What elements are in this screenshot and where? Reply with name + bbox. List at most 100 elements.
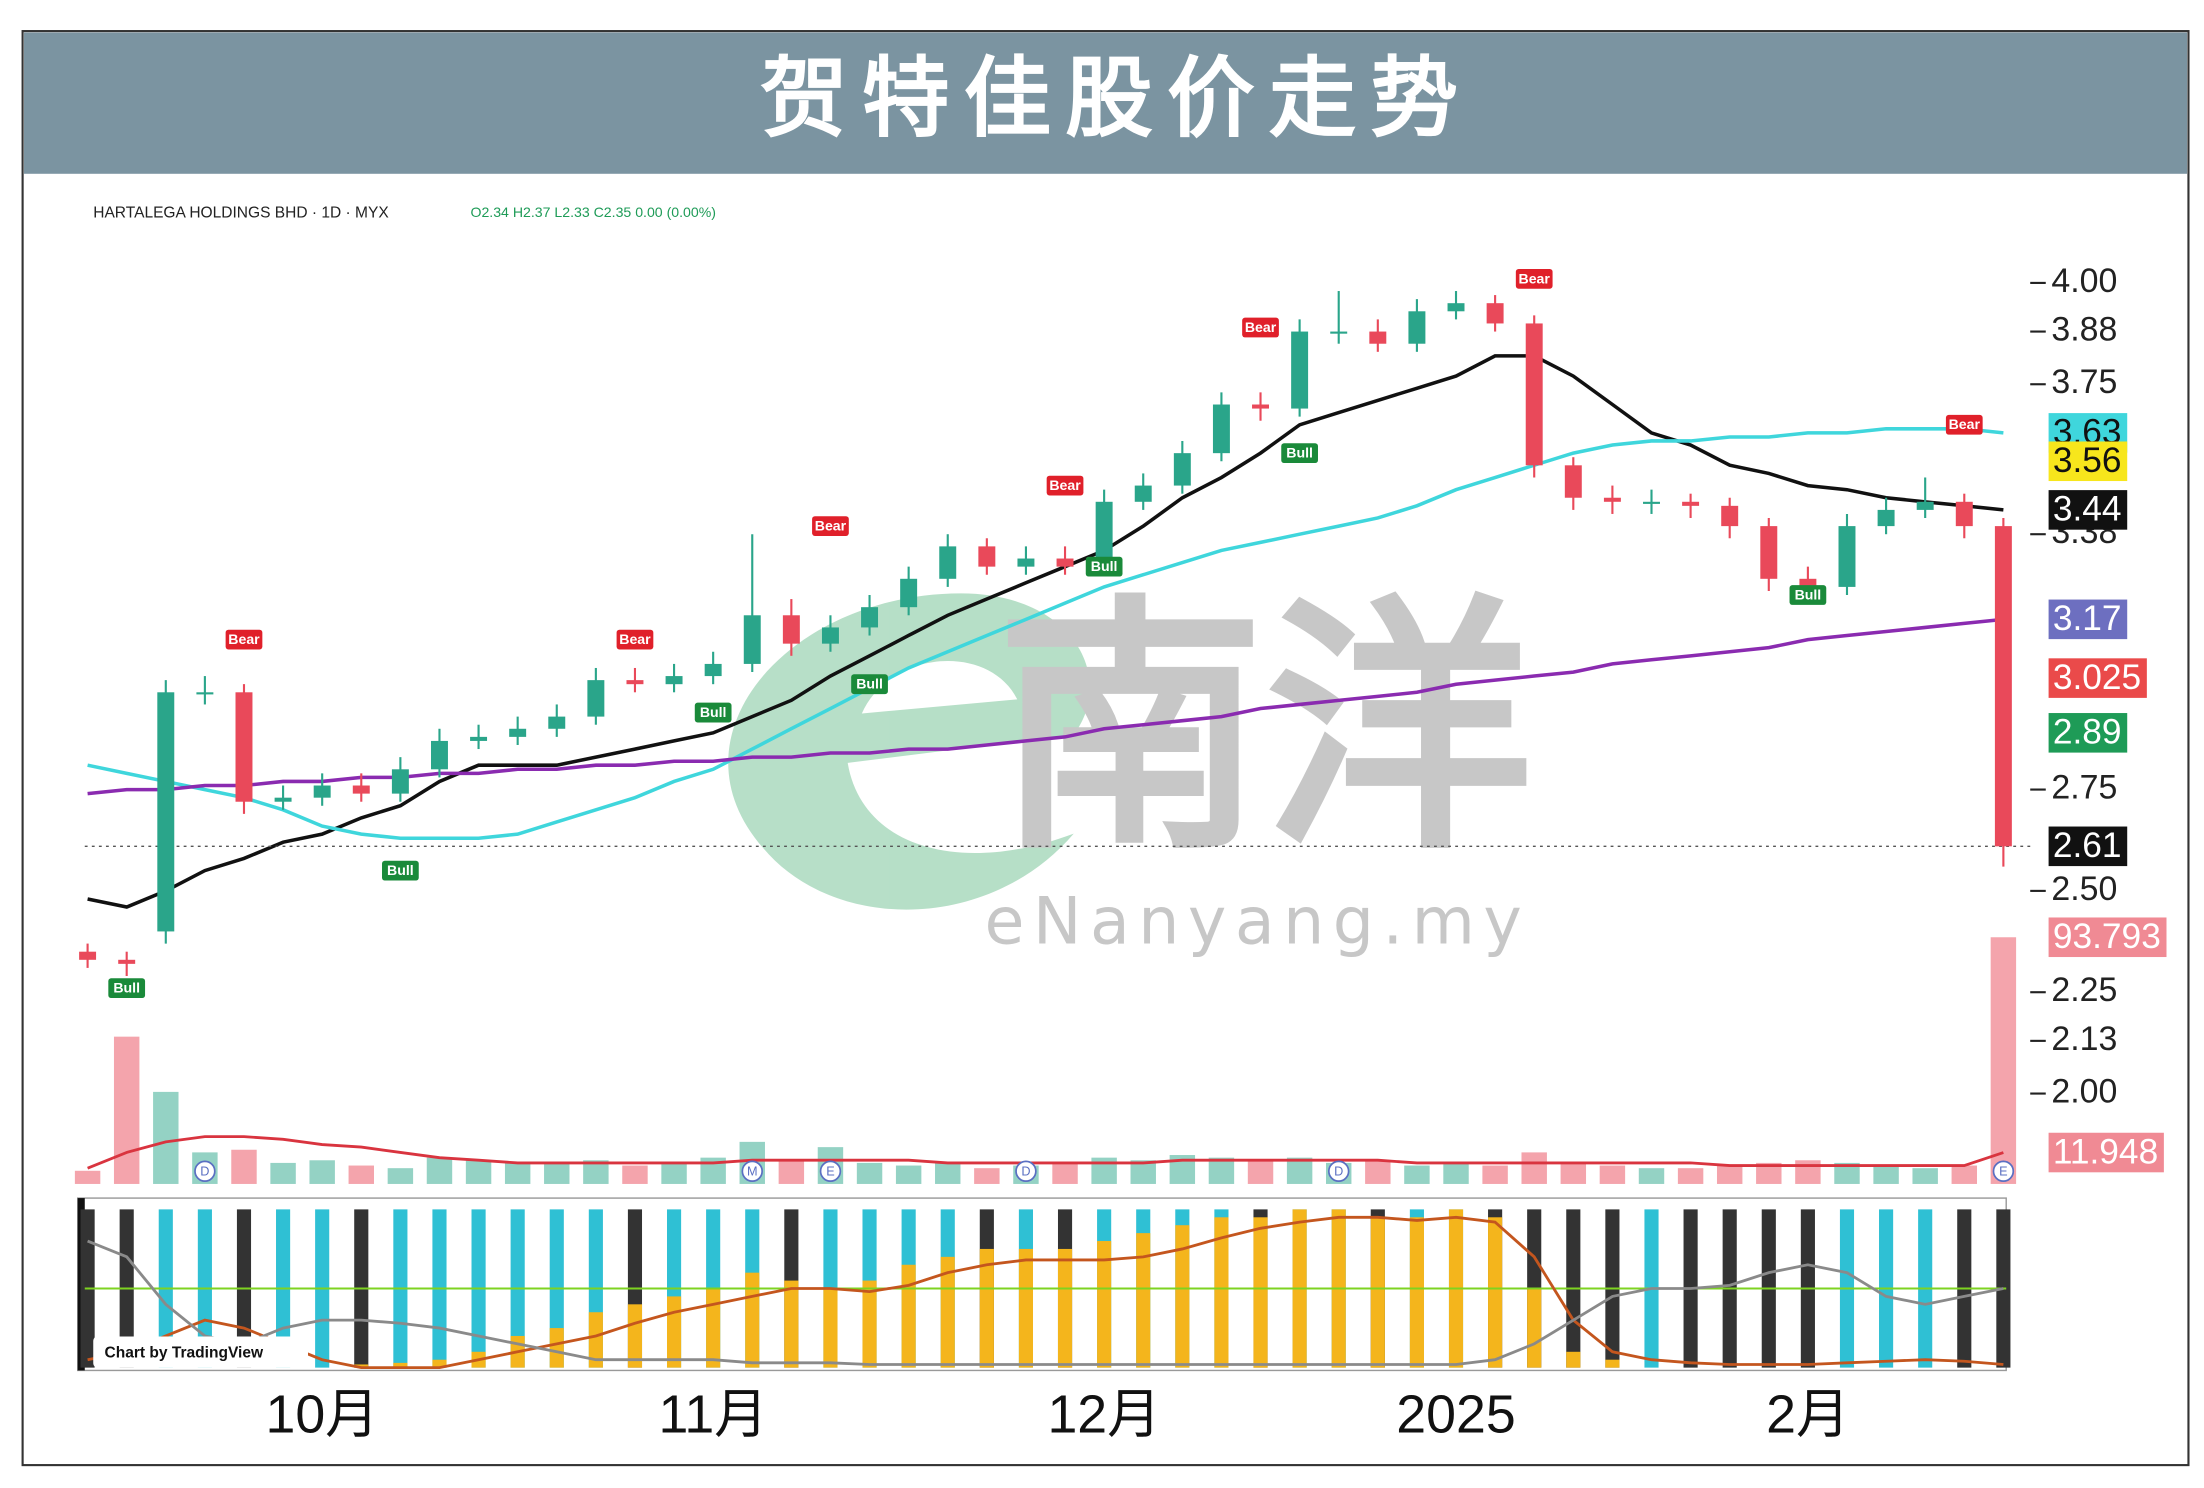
price-label: 3.56 [2053, 441, 2122, 480]
oscillator-bar [745, 1272, 760, 1368]
oscillator-bar [432, 1359, 447, 1368]
close-label-box [2048, 826, 2128, 867]
annotation: Bear [619, 631, 651, 647]
annotation-box [108, 978, 146, 999]
annotation-box [1242, 317, 1279, 338]
volume-bar [426, 1157, 453, 1184]
oscillator-line [87, 1215, 2004, 1370]
candle-body [1564, 465, 1582, 498]
volume-bar [1834, 1162, 1860, 1184]
y-tick-label: 2.75 [2051, 769, 2117, 807]
candle-body [1721, 505, 1739, 527]
candle-body [1252, 404, 1270, 409]
ma-value-label-box [2048, 490, 2128, 530]
candle-body [1447, 303, 1465, 312]
volume-bar [1404, 1165, 1430, 1184]
volume-bar [622, 1165, 648, 1184]
volume-bar [1247, 1160, 1274, 1184]
volume-bar [1677, 1168, 1704, 1184]
oscillator-bar [393, 1362, 408, 1368]
event-label: D [1021, 1163, 1030, 1178]
oscillator-bar [979, 1248, 994, 1368]
candle-body [352, 785, 370, 794]
volume-bar [974, 1168, 1000, 1184]
volume-bar [1912, 1168, 1938, 1184]
candle-body [1643, 501, 1660, 504]
volume-bar [1560, 1162, 1587, 1184]
annotation: Bull [1091, 558, 1118, 574]
oscillator-bar [1175, 1225, 1190, 1368]
volume-bar [1365, 1160, 1391, 1184]
annotation: Bear [815, 518, 847, 534]
oscillator-bar [627, 1304, 643, 1368]
volume-avg-label: 11.948 [2053, 1132, 2158, 1171]
volume-average [87, 1135, 2004, 1170]
candle-body [548, 716, 566, 729]
volume-bar [895, 1165, 922, 1184]
candle-body [939, 546, 957, 579]
annotation: Bear [1245, 319, 1277, 335]
candle-body [470, 736, 488, 741]
volume-bar [544, 1162, 570, 1184]
oscillator-bar [706, 1288, 721, 1368]
annotation: Bull [856, 676, 883, 692]
annotation: Bear [1949, 416, 1981, 432]
watermark-url: eNanyang.my [984, 884, 1530, 959]
volume-bar [1599, 1165, 1626, 1184]
candle-body [1486, 303, 1504, 324]
annotation-box [812, 516, 849, 537]
candle-body [1134, 485, 1152, 502]
event-marker [194, 1160, 216, 1182]
volume-bar [1052, 1162, 1078, 1184]
volume-bar [1286, 1157, 1313, 1184]
moving-average [87, 354, 2004, 909]
oscillator-bar [1566, 1351, 1581, 1368]
annotation-box [851, 674, 888, 695]
volume-bar [661, 1162, 687, 1184]
volume-bar [1795, 1160, 1821, 1184]
candle-body [79, 951, 97, 960]
volume-bar [935, 1162, 961, 1184]
volume-bar [1208, 1157, 1235, 1184]
annotation: Bull [1286, 445, 1313, 461]
candle-body [1682, 501, 1700, 506]
close-label: 2.61 [2053, 826, 2122, 865]
candle-body [196, 692, 214, 695]
event-marker [1015, 1160, 1037, 1182]
annotation-box [1046, 475, 1084, 496]
x-tick-label: 10月 [265, 1385, 378, 1445]
candle-body [1799, 578, 1817, 587]
event-label: M [747, 1163, 758, 1178]
volume-label-box [2048, 917, 2167, 958]
volume-bar [1521, 1152, 1547, 1184]
oscillator-bar [588, 1312, 603, 1368]
candle-body [665, 676, 683, 685]
symbol-header: HARTALEGA HOLDINGS BHD · 1D · MYX [93, 204, 389, 221]
candle-body [1173, 453, 1191, 486]
annotation: Bear [1049, 477, 1081, 493]
volume-bar [465, 1160, 492, 1184]
volume-avg-label-box [2048, 1132, 2164, 1173]
event-marker [741, 1160, 763, 1182]
y-tick-label: 3.88 [2051, 311, 2117, 349]
y-tick-label: 4.00 [2051, 262, 2117, 300]
credit-text: Chart by TradingView [105, 1345, 264, 1362]
candle-body [978, 546, 996, 567]
annotation-box [1281, 443, 1318, 464]
candle-body [430, 740, 448, 770]
candle-body [782, 615, 800, 644]
oscillator-bar [1370, 1217, 1385, 1368]
y-tick-label: 3.75 [2051, 363, 2117, 401]
candle-body [1095, 501, 1113, 567]
candle-body [1330, 331, 1348, 334]
candle-body [274, 797, 292, 802]
price-label-box [2048, 713, 2128, 753]
volume-bar [1443, 1162, 1469, 1184]
y-tick-label: 2.00 [2051, 1073, 2117, 1111]
candle-body [1955, 501, 1973, 527]
candle-body [1525, 323, 1543, 466]
volume-bar [1873, 1165, 1899, 1184]
annotation: Bull [1795, 586, 1822, 602]
annotation-box [1085, 556, 1123, 577]
